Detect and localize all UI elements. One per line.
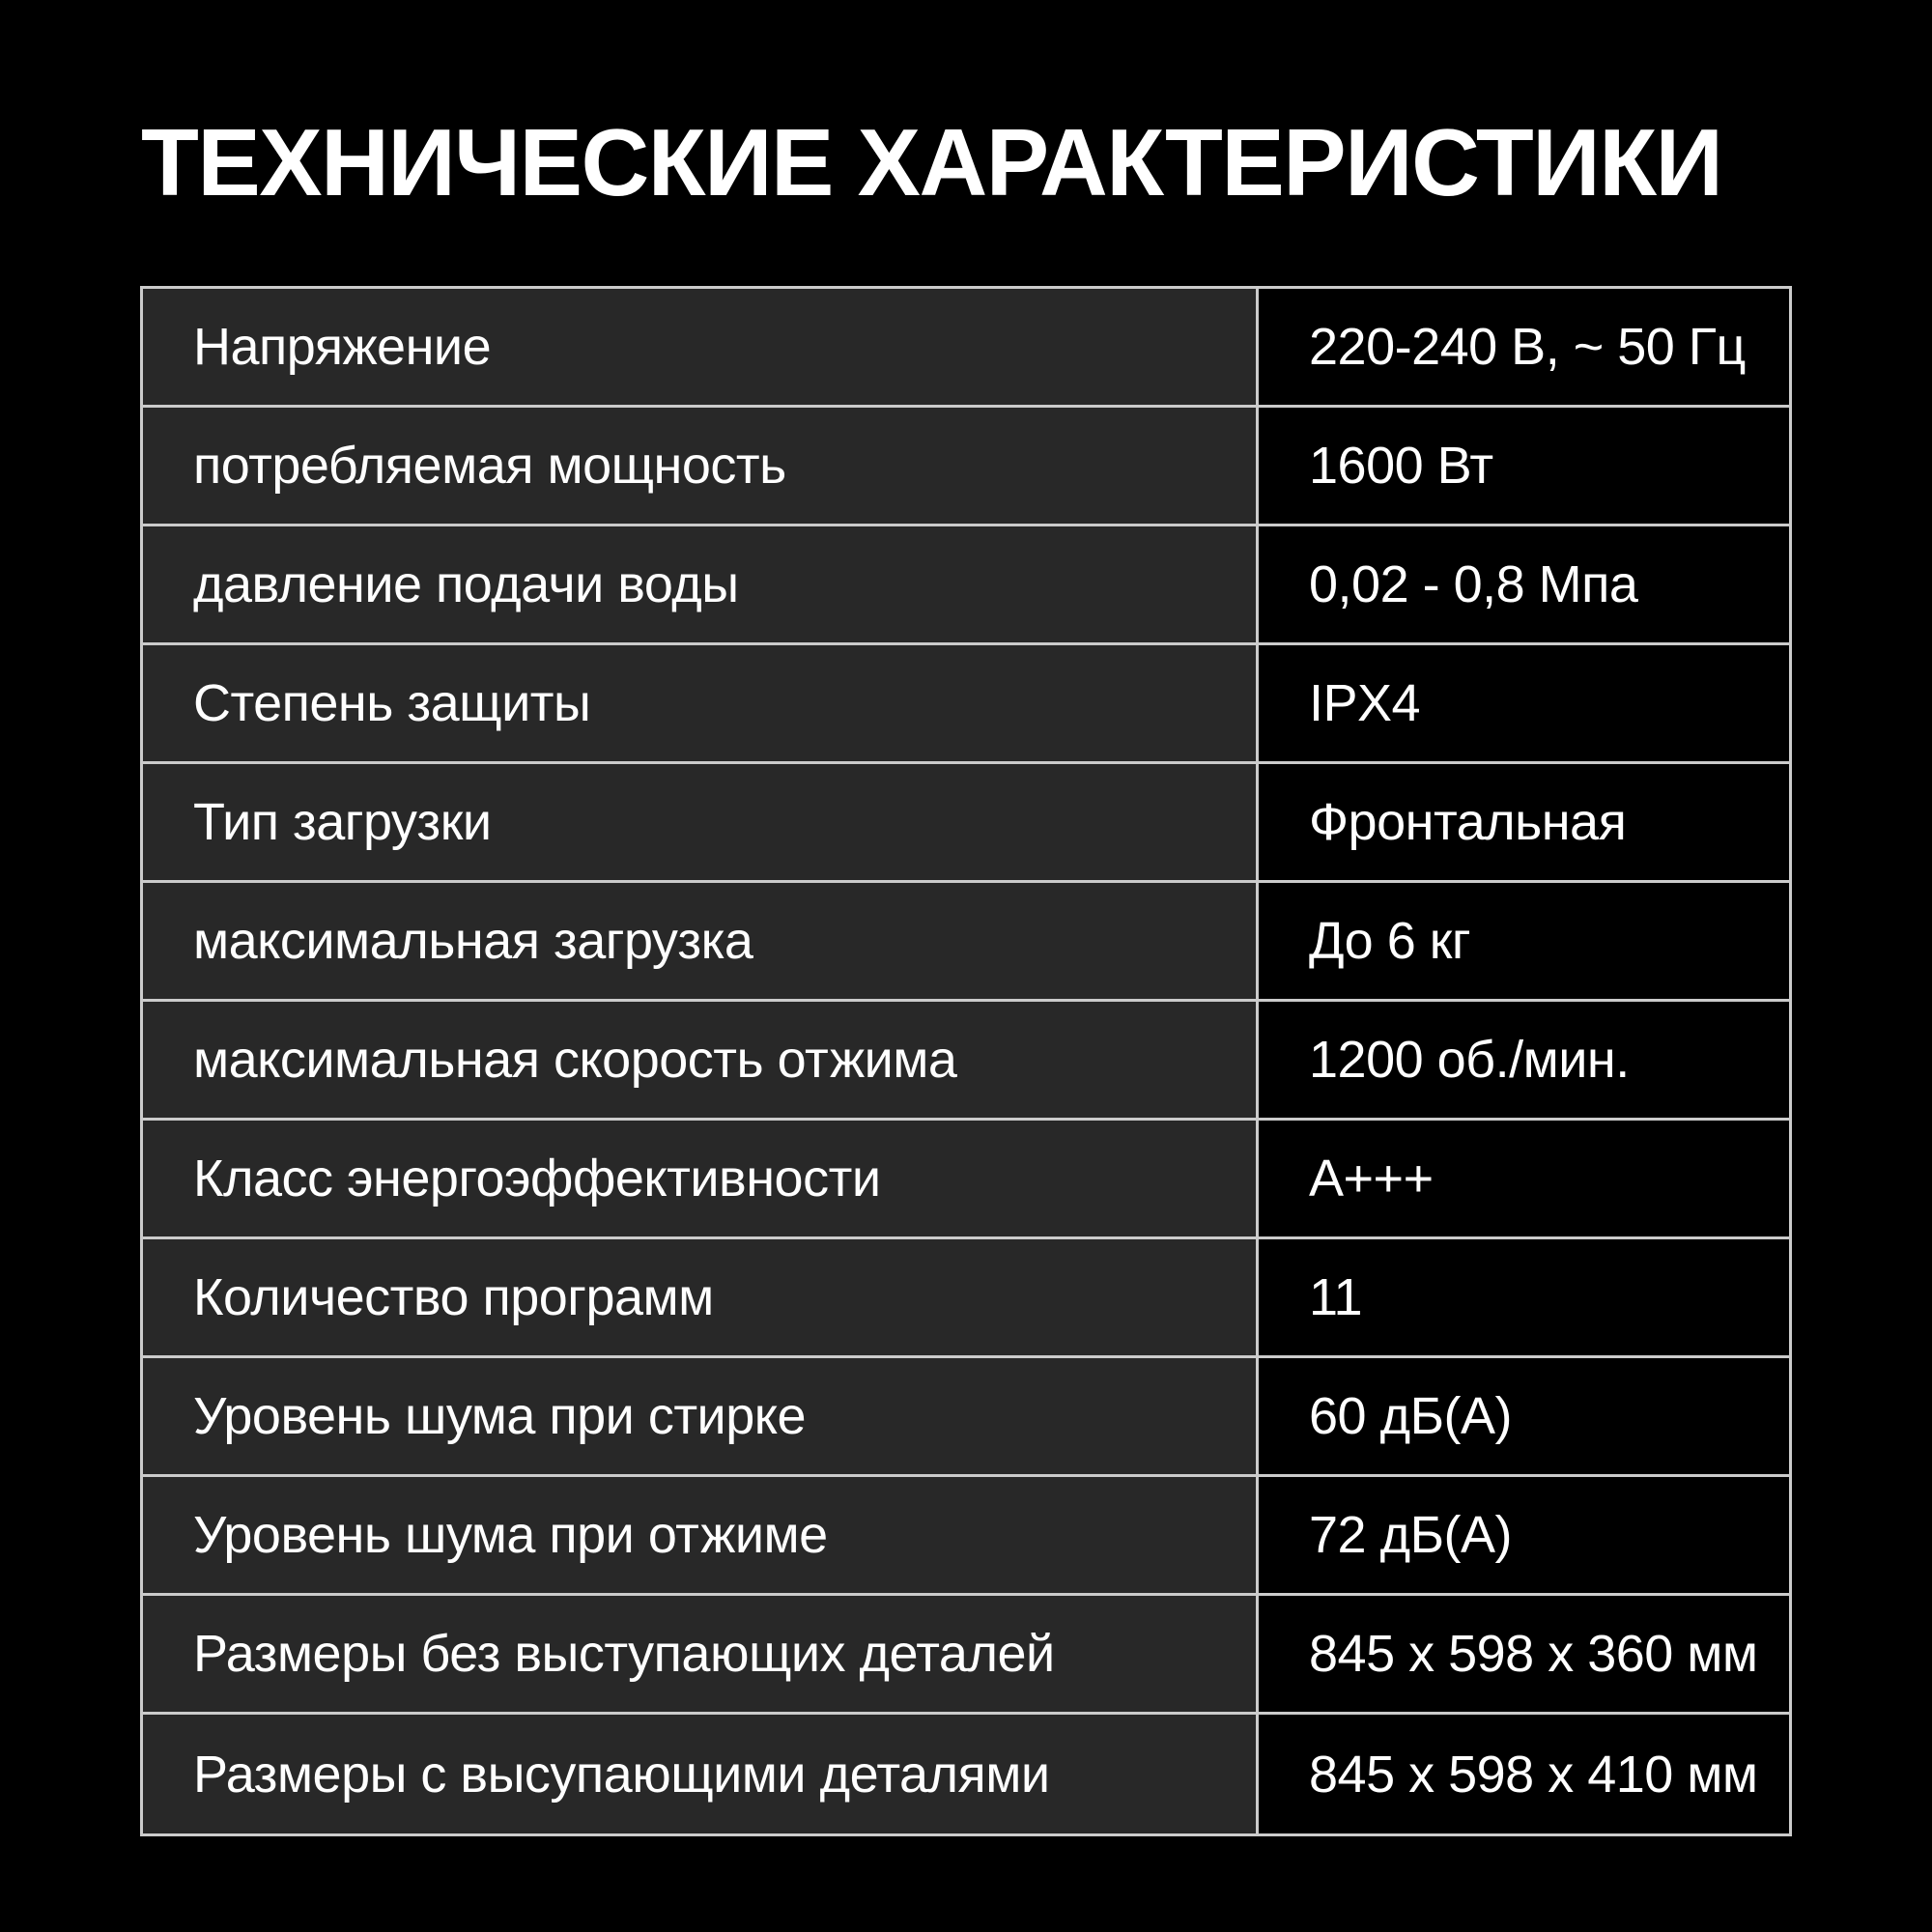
spec-label: Уровень шума при отжиме [143,1477,1259,1593]
spec-value: Фронтальная [1259,764,1789,880]
spec-label: Класс энергоэффективности [143,1121,1259,1236]
table-row: Степень защиты IPX4 [143,645,1789,764]
spec-label: Степень защиты [143,645,1259,761]
spec-value: 220-240 В, ~ 50 Гц [1259,289,1789,405]
spec-value: 60 дБ(А) [1259,1358,1789,1474]
table-row: максимальная скорость отжима 1200 об./мин… [143,1002,1789,1121]
spec-value: 845 x 598 x 410 мм [1259,1715,1789,1833]
table-row: Уровень шума при стирке 60 дБ(А) [143,1358,1789,1477]
spec-value: 72 дБ(А) [1259,1477,1789,1593]
specs-table: Напряжение 220-240 В, ~ 50 Гц потребляемая… [140,286,1792,1836]
spec-label: Размеры без выступающих деталей [143,1596,1259,1712]
spec-value: 11 [1259,1239,1789,1355]
table-row: давление подачи воды 0,02 - 0,8 Мпа [143,526,1789,645]
page-title: ТЕХНИЧЕСКИЕ ХАРАКТЕРИСТИКИ [141,109,1723,215]
spec-label: Напряжение [143,289,1259,405]
spec-label: максимальная загрузка [143,883,1259,999]
spec-label: Тип загрузки [143,764,1259,880]
spec-value: IPX4 [1259,645,1789,761]
spec-value: До 6 кг [1259,883,1789,999]
spec-value: 0,02 - 0,8 Мпа [1259,526,1789,642]
table-row: потребляемая мощность 1600 Вт [143,408,1789,526]
spec-label: потребляемая мощность [143,408,1259,524]
table-row: Класс энергоэффективности A+++ [143,1121,1789,1239]
spec-value: A+++ [1259,1121,1789,1236]
spec-value: 1600 Вт [1259,408,1789,524]
spec-label: максимальная скорость отжима [143,1002,1259,1118]
spec-label: давление подачи воды [143,526,1259,642]
spec-value: 1200 об./мин. [1259,1002,1789,1118]
table-row: Размеры с высупающими деталями 845 x 598 … [143,1715,1789,1833]
spec-label: Количество программ [143,1239,1259,1355]
table-row: Тип загрузки Фронтальная [143,764,1789,883]
spec-label: Размеры с высупающими деталями [143,1715,1259,1833]
spec-label: Уровень шума при стирке [143,1358,1259,1474]
table-row: Уровень шума при отжиме 72 дБ(А) [143,1477,1789,1596]
table-row: Количество программ 11 [143,1239,1789,1358]
table-row: Напряжение 220-240 В, ~ 50 Гц [143,289,1789,408]
table-row: Размеры без выступающих деталей 845 x 598… [143,1596,1789,1715]
spec-value: 845 x 598 x 360 мм [1259,1596,1789,1712]
table-row: максимальная загрузка До 6 кг [143,883,1789,1002]
